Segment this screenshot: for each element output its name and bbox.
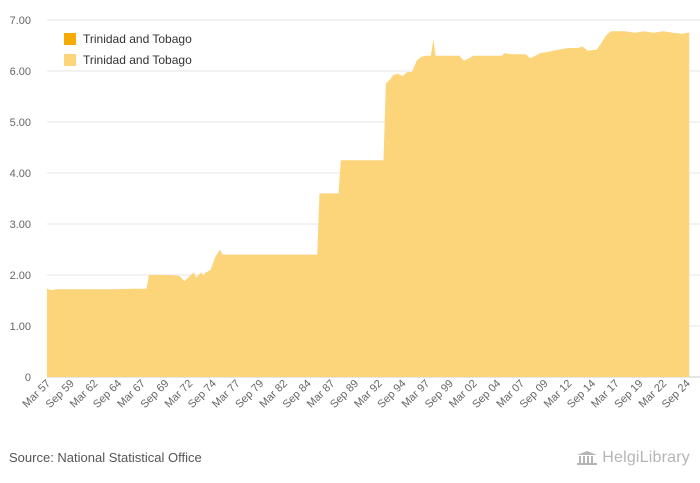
y-tick-label: 1.00 [10,321,31,333]
series-area [47,31,690,377]
source-note: Source: National Statistical Office [9,450,202,465]
brand-name: HelgiLibrary [602,449,690,466]
series-area-layer [47,31,690,377]
legend-swatch [64,32,76,45]
y-tick-label: 6.00 [10,66,31,78]
y-tick-label: 0 [25,372,31,384]
y-tick-label: 4.00 [10,168,31,180]
legend-swatch [64,53,76,66]
legend: Trinidad and Tobago Trinidad and Tobago [64,28,192,70]
y-axis-tick-labels: 0 1.00 2.00 3.00 4.00 5.00 6.00 7.00 [10,15,31,384]
library-building-icon [577,451,598,465]
legend-label: Trinidad and Tobago [83,31,192,46]
y-tick-label: 5.00 [10,117,31,129]
legend-label: Trinidad and Tobago [83,52,192,67]
y-tick-label: 2.00 [10,270,31,282]
brand-logo: HelgiLibrary [576,449,690,467]
legend-item[interactable]: Trinidad and Tobago [64,49,192,70]
y-tick-label: 3.00 [10,219,31,231]
y-tick-label: 7.00 [10,15,31,27]
legend-item[interactable]: Trinidad and Tobago [64,28,192,49]
